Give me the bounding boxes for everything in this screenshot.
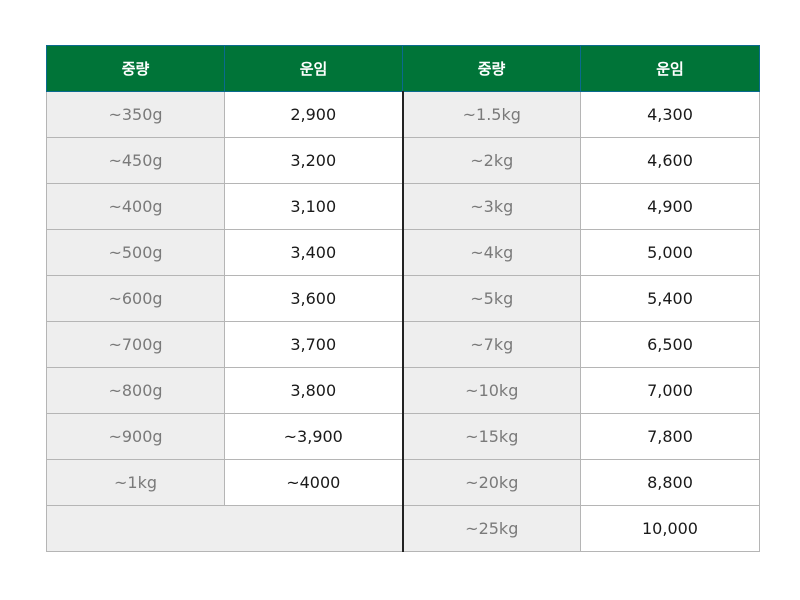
rate-cell: 6,500 (580, 321, 760, 368)
rate-cell: ~3,900 (224, 413, 404, 460)
weight-cell: ~700g (46, 321, 225, 368)
weight-cell: ~7kg (402, 321, 581, 368)
weight-cell: ~900g (46, 413, 225, 460)
weight-cell: ~25kg (402, 505, 581, 552)
weight-cell: ~350g (46, 91, 225, 138)
weight-cell: ~3kg (402, 183, 581, 230)
rate-cell: 4,300 (580, 91, 760, 138)
table-row: ~600g 3,600 ~5kg 5,400 (46, 275, 760, 322)
rate-cell: 3,800 (224, 367, 404, 414)
rate-cell: 4,900 (580, 183, 760, 230)
table-row: ~500g 3,400 ~4kg 5,000 (46, 229, 760, 276)
rate-cell: 5,000 (580, 229, 760, 276)
weight-cell: ~20kg (402, 459, 581, 506)
rate-cell: 10,000 (580, 505, 760, 552)
rate-cell: 3,700 (224, 321, 404, 368)
rate-cell: 3,600 (224, 275, 404, 322)
weight-cell: ~500g (46, 229, 225, 276)
weight-cell: ~800g (46, 367, 225, 414)
rate-cell: 5,400 (580, 275, 760, 322)
header-weight-right: 중량 (402, 45, 581, 92)
rate-cell: 8,800 (580, 459, 760, 506)
weight-cell: ~2kg (402, 137, 581, 184)
header-row: 중량 운임 중량 운임 (46, 45, 760, 92)
weight-cell: ~15kg (402, 413, 581, 460)
header-rate-left: 운임 (224, 45, 403, 92)
table-row: ~800g 3,800 ~10kg 7,000 (46, 367, 760, 414)
table-row: ~400g 3,100 ~3kg 4,900 (46, 183, 760, 230)
table-row: ~25kg 10,000 (46, 505, 760, 552)
rate-cell: ~4000 (224, 459, 404, 506)
table-row: ~900g ~3,900 ~15kg 7,800 (46, 413, 760, 460)
rate-cell: 2,900 (224, 91, 404, 138)
weight-cell: ~600g (46, 275, 225, 322)
rate-cell: 3,400 (224, 229, 404, 276)
table-row: ~1kg ~4000 ~20kg 8,800 (46, 459, 760, 506)
empty-cell (46, 505, 404, 552)
weight-cell: ~400g (46, 183, 225, 230)
rate-cell: 3,200 (224, 137, 404, 184)
table-row: ~450g 3,200 ~2kg 4,600 (46, 137, 760, 184)
weight-cell: ~4kg (402, 229, 581, 276)
rate-cell: 7,800 (580, 413, 760, 460)
weight-cell: ~10kg (402, 367, 581, 414)
table-row: ~350g 2,900 ~1.5kg 4,300 (46, 91, 760, 138)
table-row: ~700g 3,700 ~7kg 6,500 (46, 321, 760, 368)
header-rate-right: 운임 (580, 45, 760, 92)
header-weight-left: 중량 (46, 45, 225, 92)
weight-cell: ~450g (46, 137, 225, 184)
rate-cell: 3,100 (224, 183, 404, 230)
weight-cell: ~1kg (46, 459, 225, 506)
rate-cell: 7,000 (580, 367, 760, 414)
weight-cell: ~1.5kg (402, 91, 581, 138)
weight-cell: ~5kg (402, 275, 581, 322)
rate-cell: 4,600 (580, 137, 760, 184)
shipping-rate-table: 중량 운임 중량 운임 ~350g 2,900 ~1.5kg 4,300 ~45… (46, 45, 760, 552)
